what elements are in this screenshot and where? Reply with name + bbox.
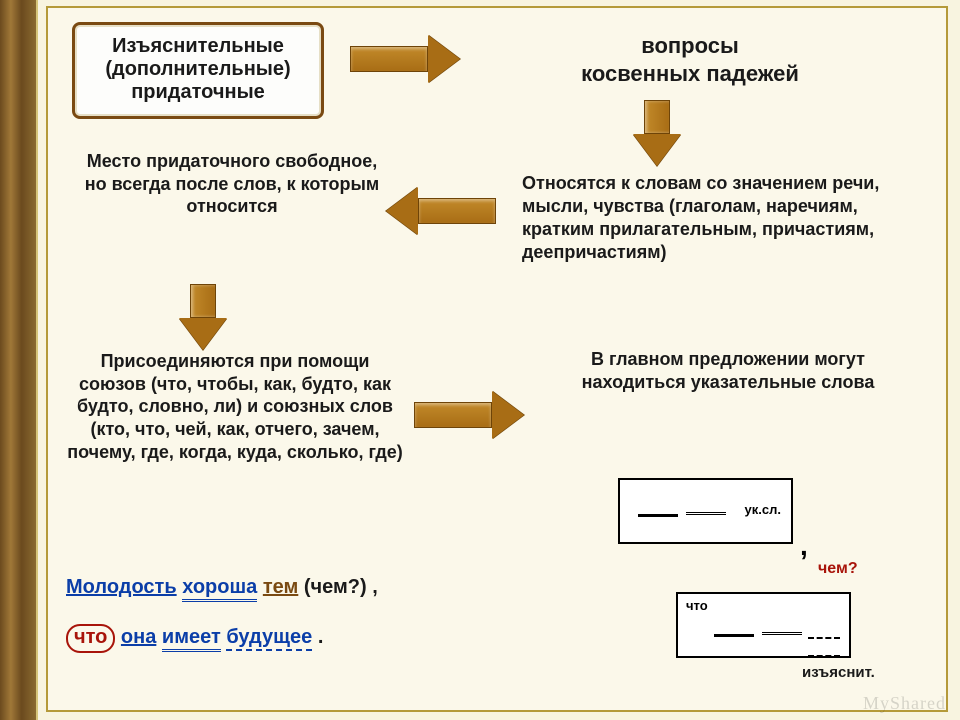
notebook-binding	[0, 0, 36, 720]
arrow-a5	[414, 402, 492, 428]
title-line2: (дополнительные)	[83, 58, 313, 81]
block-joins: Присоединяются при помощи союзов (что, ч…	[66, 350, 404, 463]
example-subordinate: что она имеет будущее .	[66, 624, 566, 653]
heading-right-1: вопросы	[530, 32, 850, 60]
title-box: Изъяснительные (дополнительные) придаточ…	[72, 22, 324, 119]
arrow-a1	[350, 46, 428, 72]
ex-sub-object: будущее	[226, 626, 312, 651]
diagram-main-label: ук.сл.	[745, 502, 781, 517]
watermark: MyShared	[863, 693, 946, 714]
ex-demonstrative: тем	[263, 576, 298, 598]
block-place-text: Место придаточного свободное, но всегда …	[85, 151, 379, 216]
block-pointer: В главном предложении могут находиться у…	[552, 348, 904, 394]
arrow-a3	[418, 198, 496, 224]
ex-end-punct: .	[318, 626, 324, 648]
diagram-comma: ,	[800, 530, 808, 562]
diagram-main-box: ук.сл.	[618, 478, 793, 544]
ex-tail-punct: ,	[372, 576, 378, 598]
ex-sub-subject: она	[121, 626, 156, 648]
ex-predicate: хороша	[182, 576, 257, 602]
heading-right-2: косвенных падежей	[530, 60, 850, 88]
diagram-sub-type: изъяснит.	[802, 664, 875, 681]
arrow-a4	[190, 284, 216, 318]
diagram-sub-box: что	[676, 592, 851, 658]
ex-sub-predicate: имеет	[162, 626, 221, 652]
ex-conj: что	[66, 624, 115, 653]
arrow-a2	[644, 100, 670, 134]
example-sentence: Молодость хороша тем (чем?) ,	[66, 576, 566, 599]
block-refers-text: Относятся к словам со значением речи, мы…	[522, 173, 879, 262]
diagram-question: чем?	[818, 560, 858, 578]
block-refers: Относятся к словам со значением речи, мы…	[522, 172, 922, 264]
title-line3: придаточные	[83, 81, 313, 104]
block-pointer-text: В главном предложении могут находиться у…	[582, 349, 875, 392]
diagram-sub-conj: что	[686, 598, 708, 613]
heading-right: вопросы косвенных падежей	[530, 32, 850, 87]
block-place: Место придаточного свободное, но всегда …	[84, 150, 380, 218]
block-joins-text: Присоединяются при помощи союзов (что, ч…	[67, 351, 403, 462]
ex-question: (чем?)	[304, 576, 367, 598]
ex-subject: Молодость	[66, 576, 177, 598]
title-line1: Изъяснительные	[83, 35, 313, 58]
